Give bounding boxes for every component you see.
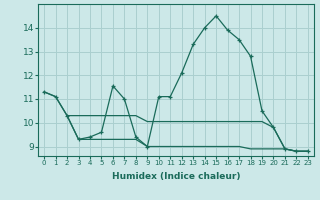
X-axis label: Humidex (Indice chaleur): Humidex (Indice chaleur) (112, 172, 240, 181)
